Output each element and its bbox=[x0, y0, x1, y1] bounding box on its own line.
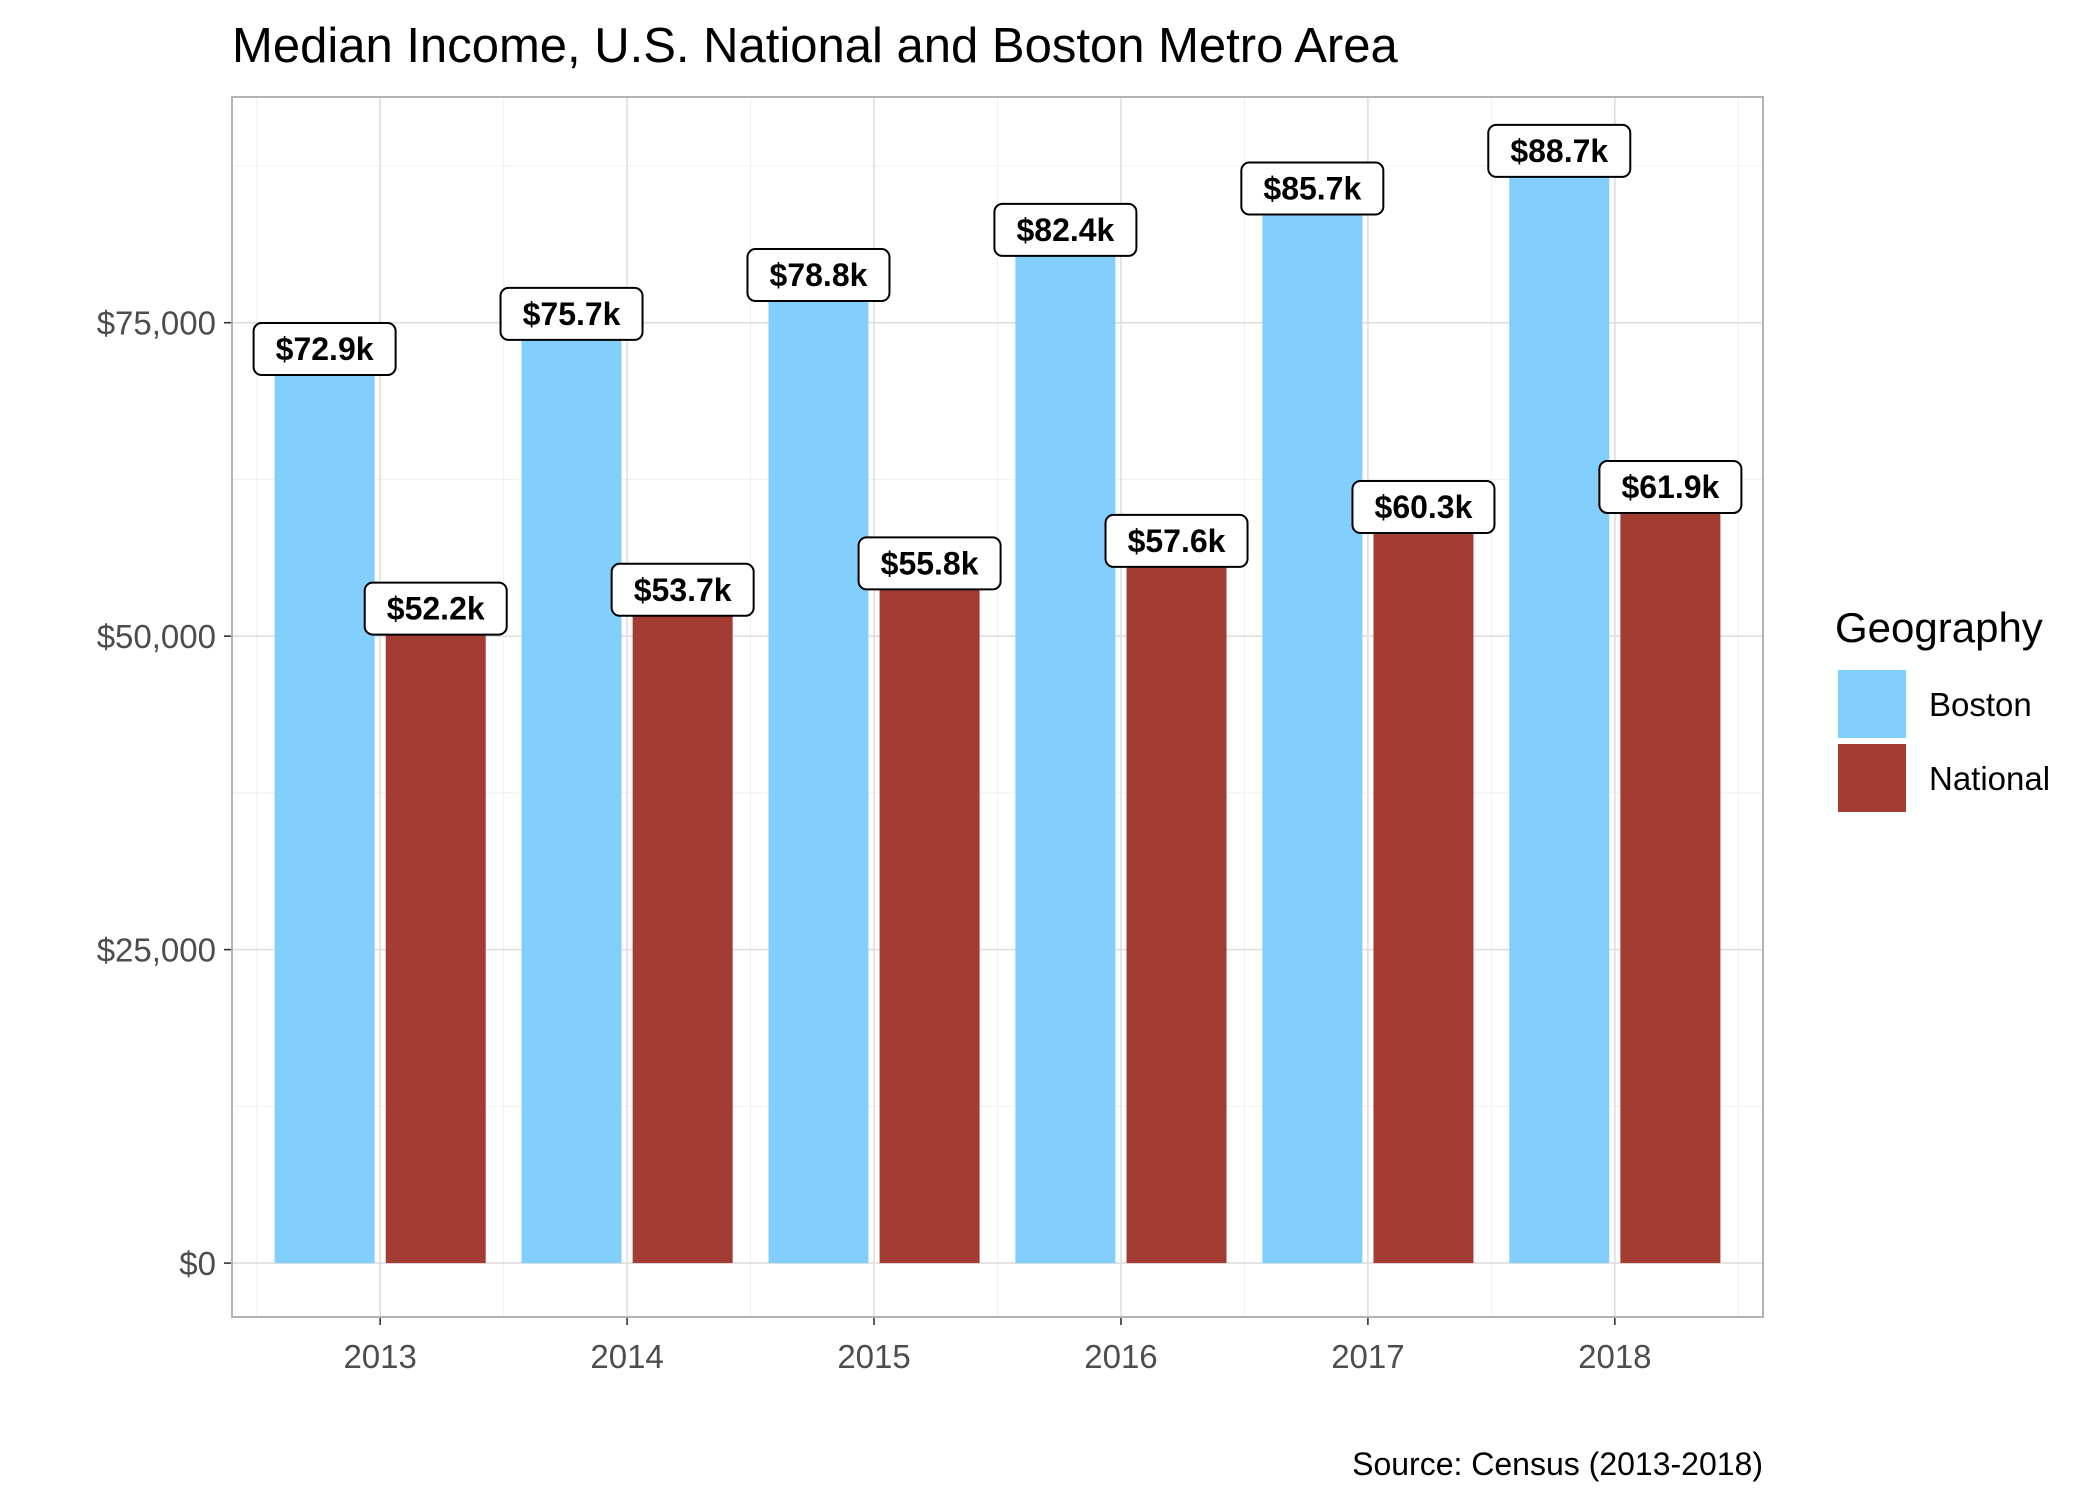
legend: Geography Boston National bbox=[1835, 604, 2050, 812]
data-label-boston-2014: $75.7k bbox=[523, 296, 621, 332]
y-tick-label: $25,000 bbox=[97, 932, 216, 969]
data-label-boston-2016: $82.4k bbox=[1016, 212, 1114, 248]
bar-boston-2014 bbox=[521, 313, 622, 1264]
data-label-box-boston-2018 bbox=[1487, 123, 1632, 178]
axes: $0 $25,000 $50,000 $75,000 2013 2014 2015 2016 2… bbox=[97, 305, 1652, 1375]
data-label-box-boston-2016 bbox=[993, 202, 1138, 257]
y-tick-label: $75,000 bbox=[97, 305, 216, 342]
panel-border bbox=[231, 96, 1764, 1318]
bar-national-2013 bbox=[385, 608, 486, 1264]
legend-title: Geography bbox=[1835, 604, 2043, 651]
bar-boston-2017 bbox=[1262, 188, 1363, 1264]
data-label-box-boston-2013 bbox=[252, 322, 397, 377]
legend-label-boston: Boston bbox=[1929, 686, 2032, 723]
bar-boston-2013 bbox=[274, 349, 375, 1264]
data-label-box-boston-2014 bbox=[499, 286, 644, 341]
x-tick-label: 2016 bbox=[1084, 1338, 1157, 1375]
data-labels: $72.9k $75.7k $78.8k $82.4k $85.7k $88.7k $52.… bbox=[252, 123, 1743, 636]
data-label-boston-2018: $88.7k bbox=[1510, 133, 1608, 169]
y-tick-label: $50,000 bbox=[97, 618, 216, 655]
bar-boston-2016 bbox=[1015, 229, 1116, 1264]
chart-caption: Source: Census (2013-2018) bbox=[1352, 1446, 1763, 1482]
data-label-box-national-2018 bbox=[1598, 459, 1743, 514]
data-label-box-national-2016 bbox=[1104, 513, 1249, 568]
data-label-boston-2015: $78.8k bbox=[770, 257, 868, 293]
data-label-boston-2017: $85.7k bbox=[1263, 171, 1361, 207]
x-tick-label: 2017 bbox=[1331, 1338, 1404, 1375]
legend-key-boston bbox=[1838, 670, 1906, 738]
y-tick-label: $0 bbox=[179, 1245, 216, 1282]
data-label-national-2013: $52.2k bbox=[387, 591, 485, 627]
legend-label-national: National bbox=[1929, 760, 2050, 797]
bar-national-2016 bbox=[1126, 540, 1227, 1264]
bar-boston-2018 bbox=[1509, 150, 1610, 1264]
bars bbox=[274, 150, 1721, 1264]
x-tick-label: 2015 bbox=[837, 1338, 910, 1375]
data-label-box-national-2014 bbox=[610, 562, 755, 617]
data-label-national-2018: $61.9k bbox=[1621, 469, 1719, 505]
x-tick-label: 2018 bbox=[1578, 1338, 1651, 1375]
data-label-national-2017: $60.3k bbox=[1375, 489, 1473, 525]
bar-national-2014 bbox=[632, 589, 733, 1264]
legend-key-national bbox=[1838, 744, 1906, 812]
data-label-box-national-2013 bbox=[363, 581, 508, 636]
bar-boston-2015 bbox=[768, 275, 869, 1264]
data-label-box-national-2015 bbox=[857, 536, 1002, 591]
x-tick-label: 2013 bbox=[343, 1338, 416, 1375]
data-label-national-2014: $53.7k bbox=[634, 572, 732, 608]
data-label-box-boston-2015 bbox=[746, 248, 891, 303]
x-tick-label: 2014 bbox=[590, 1338, 663, 1375]
data-label-boston-2013: $72.9k bbox=[276, 331, 374, 367]
bar-national-2018 bbox=[1620, 486, 1721, 1264]
chart-title: Median Income, U.S. National and Boston … bbox=[232, 19, 1398, 73]
data-label-national-2016: $57.6k bbox=[1128, 523, 1226, 559]
data-label-box-boston-2017 bbox=[1240, 161, 1385, 216]
data-label-national-2015: $55.8k bbox=[881, 545, 979, 581]
data-label-box-national-2017 bbox=[1351, 480, 1496, 535]
bar-national-2017 bbox=[1373, 507, 1474, 1264]
bar-national-2015 bbox=[879, 563, 980, 1264]
